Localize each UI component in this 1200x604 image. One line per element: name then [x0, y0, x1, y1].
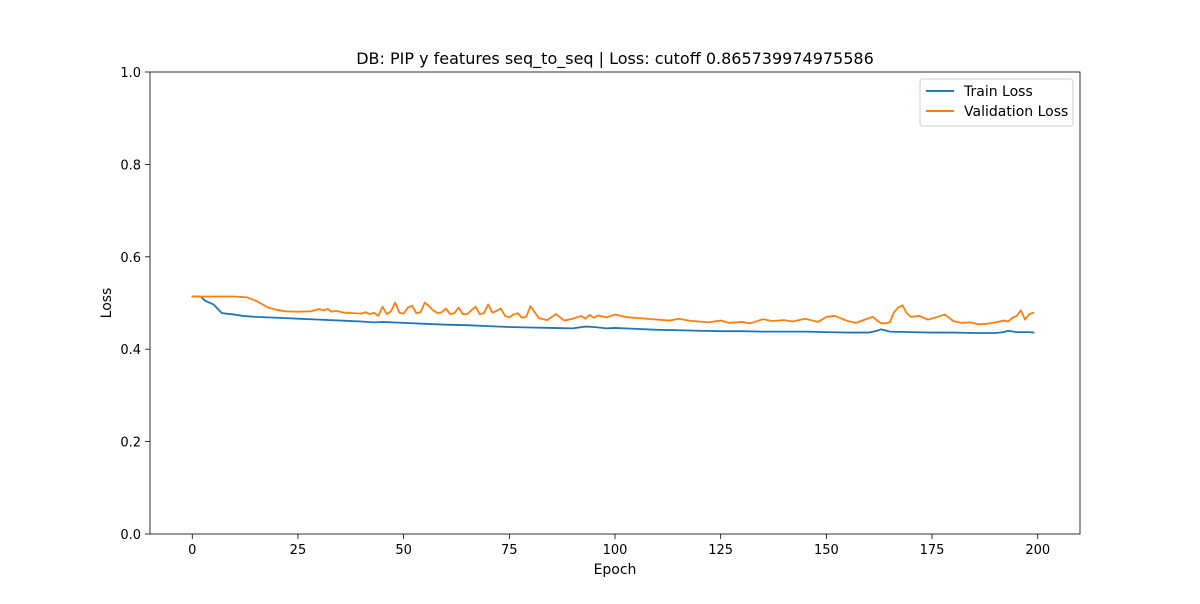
series-line-validation-loss: [191, 295, 1035, 326]
legend-label-train-loss: Train Loss: [963, 84, 1033, 100]
x-axis-label: Epoch: [594, 562, 637, 578]
series-line-train-loss: [191, 295, 1035, 334]
y-tick-label: 0.8: [120, 158, 141, 173]
x-tick-label: 0: [188, 543, 196, 558]
x-tick-label: 100: [603, 543, 628, 558]
x-tick-label: 150: [814, 543, 839, 558]
legend: Train Loss Validation Loss: [919, 78, 1074, 127]
y-tick-label: 0.4: [120, 343, 141, 358]
legend-label-validation-loss: Validation Loss: [964, 104, 1068, 120]
y-tick-label: 1.0: [120, 66, 141, 81]
y-tick-label: 0.6: [120, 251, 141, 266]
x-axis: 0 25 50 75 100 125 150 175 200: [188, 534, 1050, 558]
series-layer: [191, 295, 1035, 334]
y-axis: 0.0 0.2 0.4 0.6 0.8 1.0: [120, 66, 150, 543]
x-tick-label: 50: [395, 543, 412, 558]
x-tick-label: 125: [708, 543, 733, 558]
plot-area: [150, 72, 1080, 534]
chart-title: DB: PIP y features seq_to_seq | Loss: cu…: [356, 49, 874, 69]
x-tick-label: 200: [1025, 543, 1050, 558]
y-tick-label: 0.0: [120, 528, 141, 543]
x-tick-label: 175: [920, 543, 945, 558]
y-axis-label: Loss: [99, 288, 115, 319]
legend-box: [919, 78, 1074, 127]
y-tick-label: 0.2: [120, 436, 141, 451]
x-tick-label: 25: [290, 543, 307, 558]
x-tick-label: 75: [501, 543, 518, 558]
